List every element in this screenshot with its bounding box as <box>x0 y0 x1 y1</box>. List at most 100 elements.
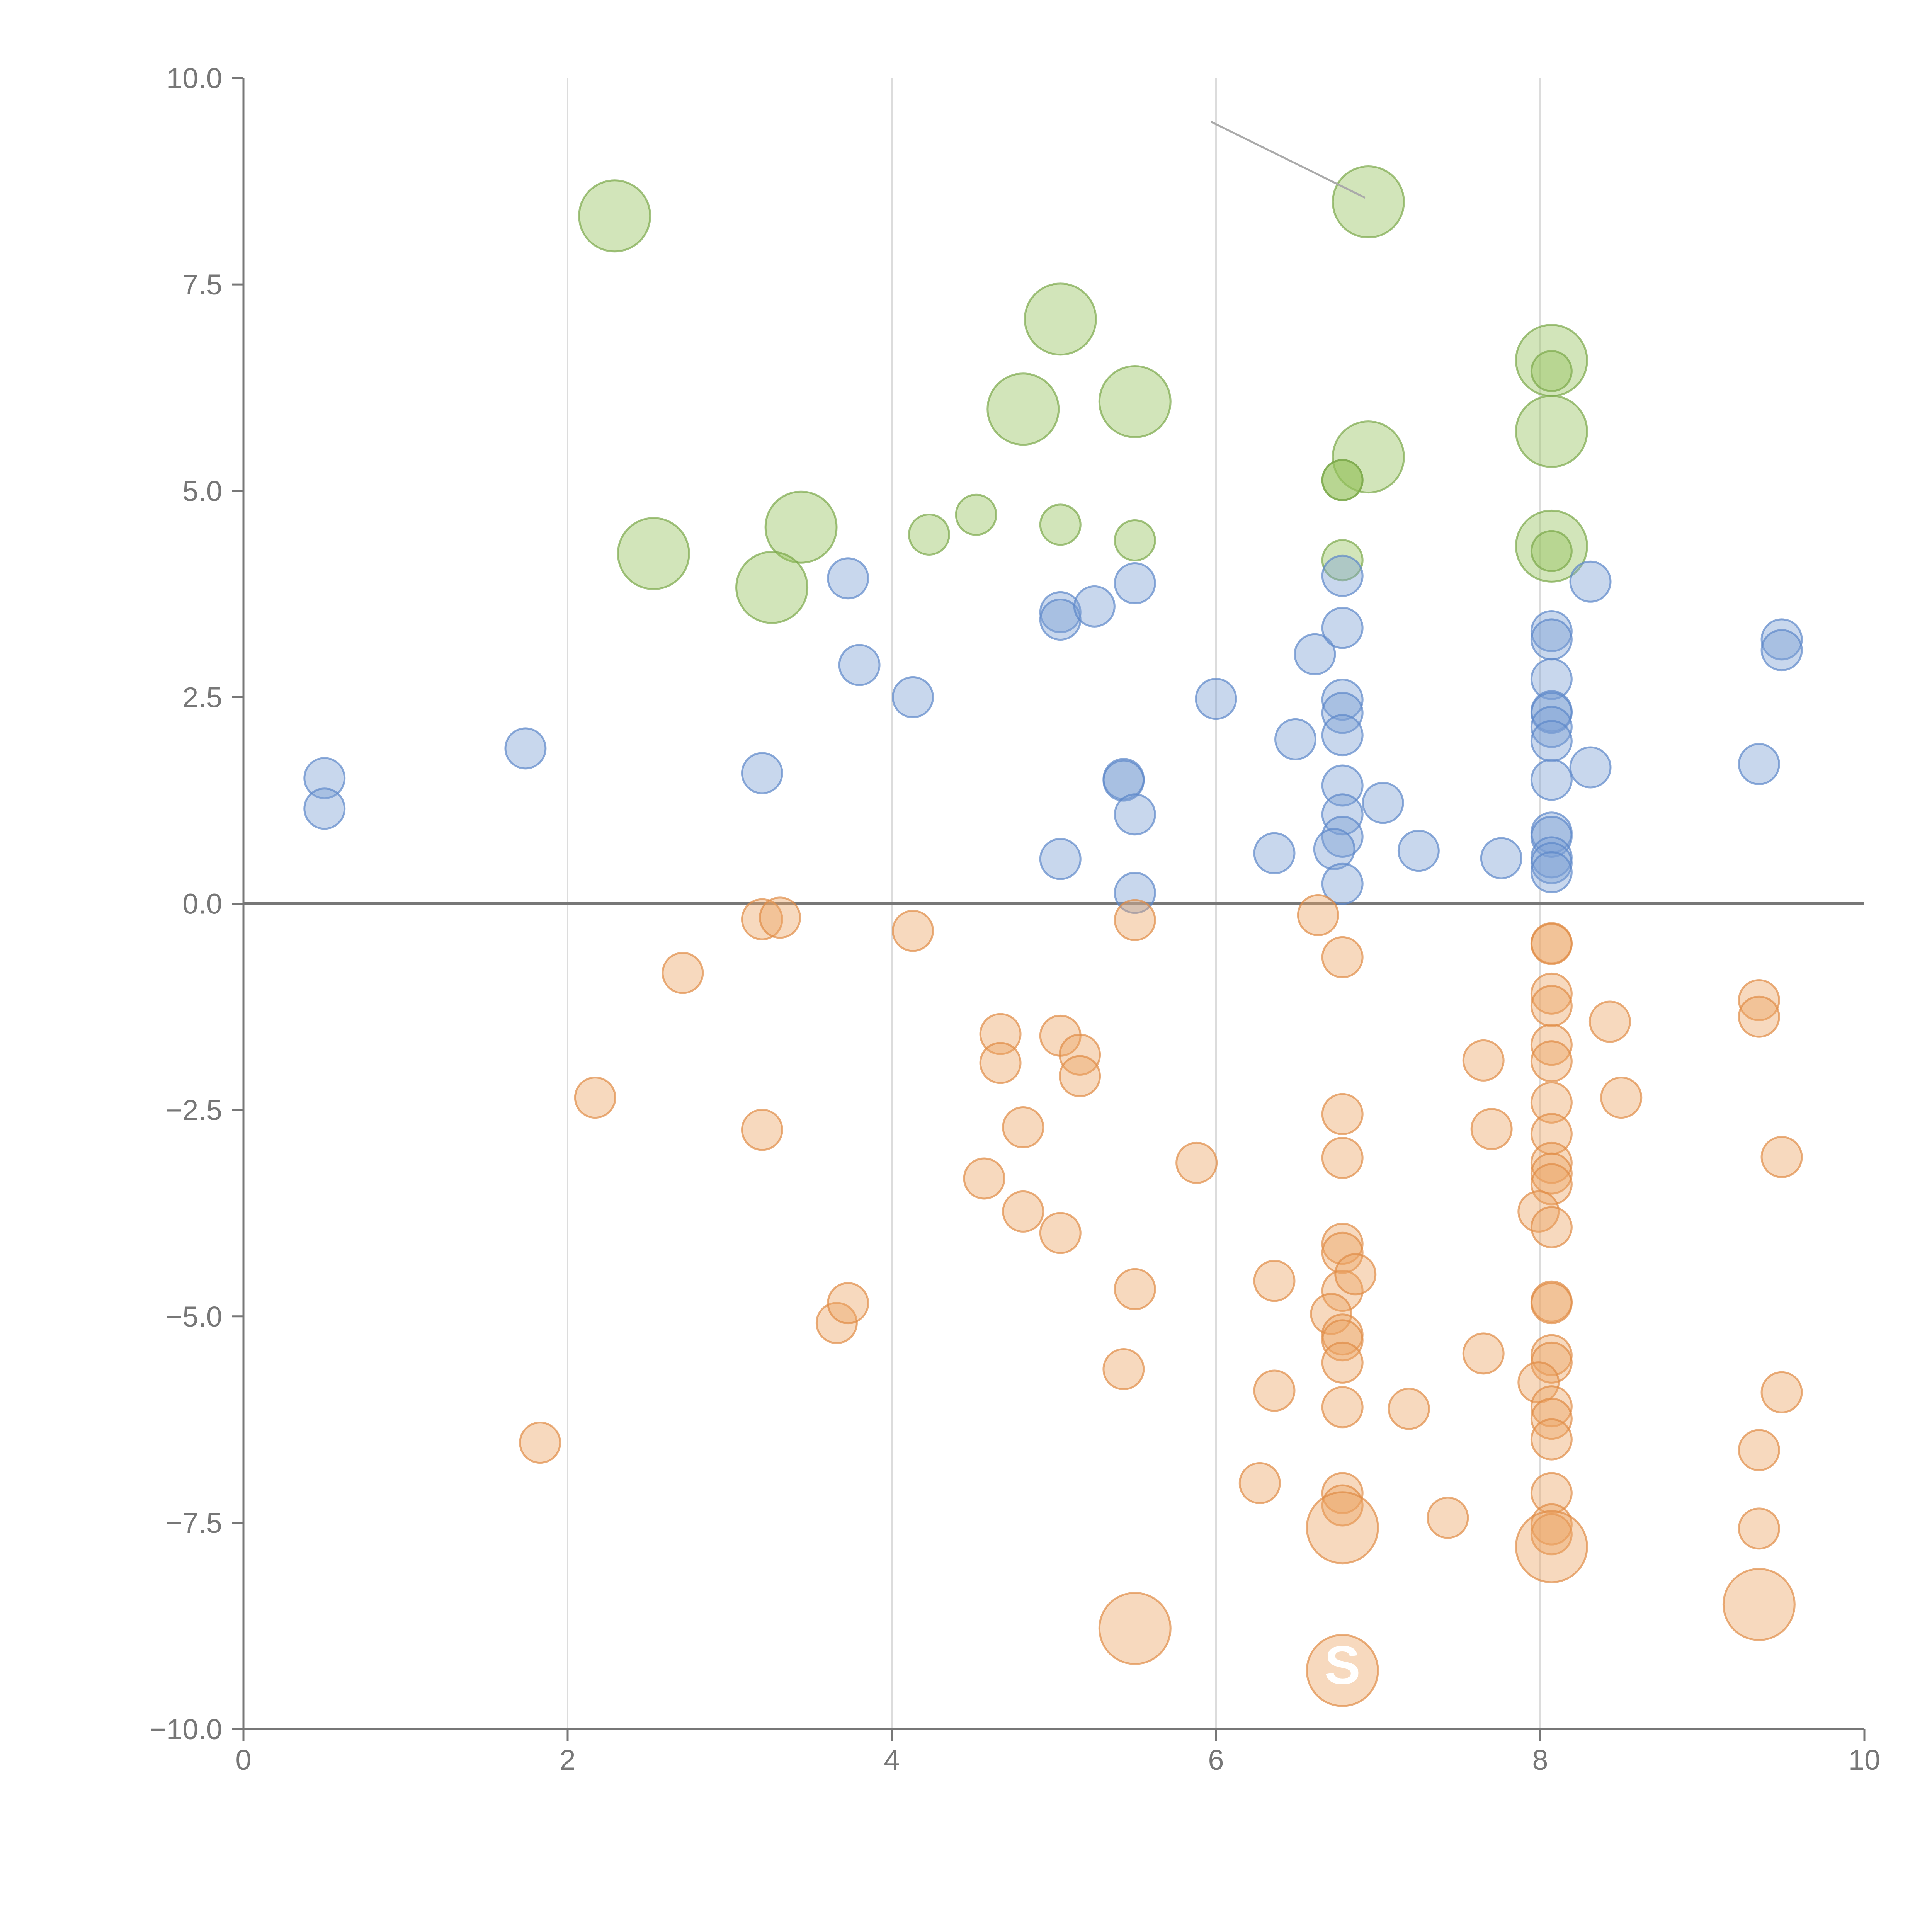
orange-bubble <box>519 1422 561 1464</box>
orange-bubble <box>1530 1418 1573 1461</box>
orange-bubble <box>1321 1319 1364 1362</box>
blue-bubble <box>1321 607 1364 649</box>
bubble-label: S <box>1325 1634 1361 1695</box>
blue-bubble <box>1114 562 1156 605</box>
green-bubble <box>617 517 690 590</box>
blue-bubble <box>1321 764 1364 807</box>
orange-bubble <box>1253 1260 1296 1302</box>
blue-bubble <box>1530 759 1573 801</box>
green-bubble <box>1024 282 1097 356</box>
orange-bubble <box>1321 1093 1364 1135</box>
orange-bubble <box>1388 1388 1430 1430</box>
orange-bubble <box>1253 1369 1296 1412</box>
blue-bubble <box>1321 862 1364 905</box>
x-tick-label: 10 <box>1849 1744 1880 1776</box>
green-bubble <box>1321 459 1364 501</box>
green-bubble <box>1332 165 1405 238</box>
blue-bubble <box>1530 842 1573 884</box>
x-tick-label: 2 <box>560 1744 575 1776</box>
blue-bubble <box>1321 692 1364 734</box>
orange-bubble <box>1321 1231 1364 1274</box>
orange-bubble <box>1427 1497 1469 1539</box>
blue-bubble <box>1321 714 1364 757</box>
orange-bubble <box>1738 979 1780 1021</box>
orange-bubble <box>1334 1253 1377 1296</box>
orange-bubble <box>1530 1081 1573 1124</box>
blue-bubble <box>1530 706 1573 748</box>
x-tick-label: 4 <box>884 1744 900 1776</box>
blue-bubble <box>892 676 934 718</box>
orange-bubble <box>1530 1513 1573 1556</box>
x-tick-label: 8 <box>1532 1744 1548 1776</box>
green-bubble <box>1114 519 1156 561</box>
orange-bubble <box>1530 1472 1573 1514</box>
blue-bubble <box>303 757 346 799</box>
y-tick-label: 7.5 <box>182 269 222 301</box>
blue-bubble <box>1274 718 1317 760</box>
orange-bubble <box>1600 1077 1643 1119</box>
orange-bubble <box>1321 1341 1364 1384</box>
orange-bubble <box>574 1077 616 1119</box>
orange-bubble <box>892 910 934 952</box>
orange-bubble <box>759 896 801 939</box>
orange-bubble <box>1098 1592 1172 1665</box>
orange-bubble <box>1530 1152 1573 1195</box>
blue-bubble <box>1480 837 1522 879</box>
green-bubble <box>1515 395 1588 468</box>
blue-bubble <box>1760 618 1803 661</box>
blue-bubble <box>1397 830 1440 872</box>
orange-bubble <box>1462 1332 1505 1375</box>
blue-bubble <box>1321 815 1364 858</box>
blue-bubble <box>1569 746 1612 789</box>
green-bubble <box>986 372 1060 446</box>
green-bubble <box>955 493 997 536</box>
orange-bubble <box>1760 1371 1803 1413</box>
orange-bubble <box>1102 1348 1145 1390</box>
orange-bubble <box>1238 1462 1281 1504</box>
orange-bubble <box>1306 1491 1379 1565</box>
orange-bubble <box>1530 985 1573 1027</box>
orange-bubble <box>1530 923 1573 965</box>
blue-bubble <box>1738 743 1780 785</box>
orange-bubble <box>1002 1190 1044 1233</box>
blue-bubble <box>303 787 346 830</box>
blue-bubble <box>1294 633 1336 675</box>
orange-bubble <box>1114 1268 1156 1310</box>
blue-bubble <box>1321 679 1364 721</box>
x-tick-label: 0 <box>235 1744 251 1776</box>
green-bubble <box>1530 530 1573 572</box>
orange-bubble <box>1310 1293 1352 1335</box>
green-bubble <box>1098 365 1172 439</box>
orange-bubble <box>1306 1634 1379 1707</box>
blue-bubble <box>1102 759 1145 802</box>
y-tick-label: 0.0 <box>182 888 222 920</box>
blue-bubble <box>827 557 869 600</box>
blue-bubble <box>1321 554 1364 597</box>
y-tick-label: 10.0 <box>167 62 222 94</box>
y-tick-label: 2.5 <box>182 681 222 713</box>
orange-bubble <box>1297 894 1339 936</box>
green-bubble <box>908 513 950 556</box>
orange-bubble <box>979 1042 1022 1084</box>
blue-bubble <box>1313 828 1355 870</box>
green-bubble <box>735 551 809 624</box>
orange-bubble <box>1530 1385 1573 1428</box>
orange-bubble <box>1530 1503 1573 1546</box>
orange-bubble <box>1760 1136 1803 1178</box>
orange-bubble <box>1738 1507 1780 1550</box>
y-tick-label: −5.0 <box>166 1301 222 1333</box>
orange-bubble <box>1530 972 1573 1015</box>
green-bubble <box>764 490 838 564</box>
blue-bubble <box>1039 838 1082 880</box>
orange-bubble <box>963 1157 1005 1200</box>
orange-bubble <box>1470 1108 1513 1150</box>
blue-bubble <box>1253 832 1296 874</box>
orange-bubble <box>1321 1386 1364 1429</box>
blue-bubble <box>1569 560 1612 603</box>
green-bubble <box>1332 420 1405 494</box>
orange-bubble <box>1530 1163 1573 1206</box>
blue-bubble <box>1530 618 1573 661</box>
blue-bubble <box>504 727 547 770</box>
orange-bubble <box>1530 1040 1573 1083</box>
